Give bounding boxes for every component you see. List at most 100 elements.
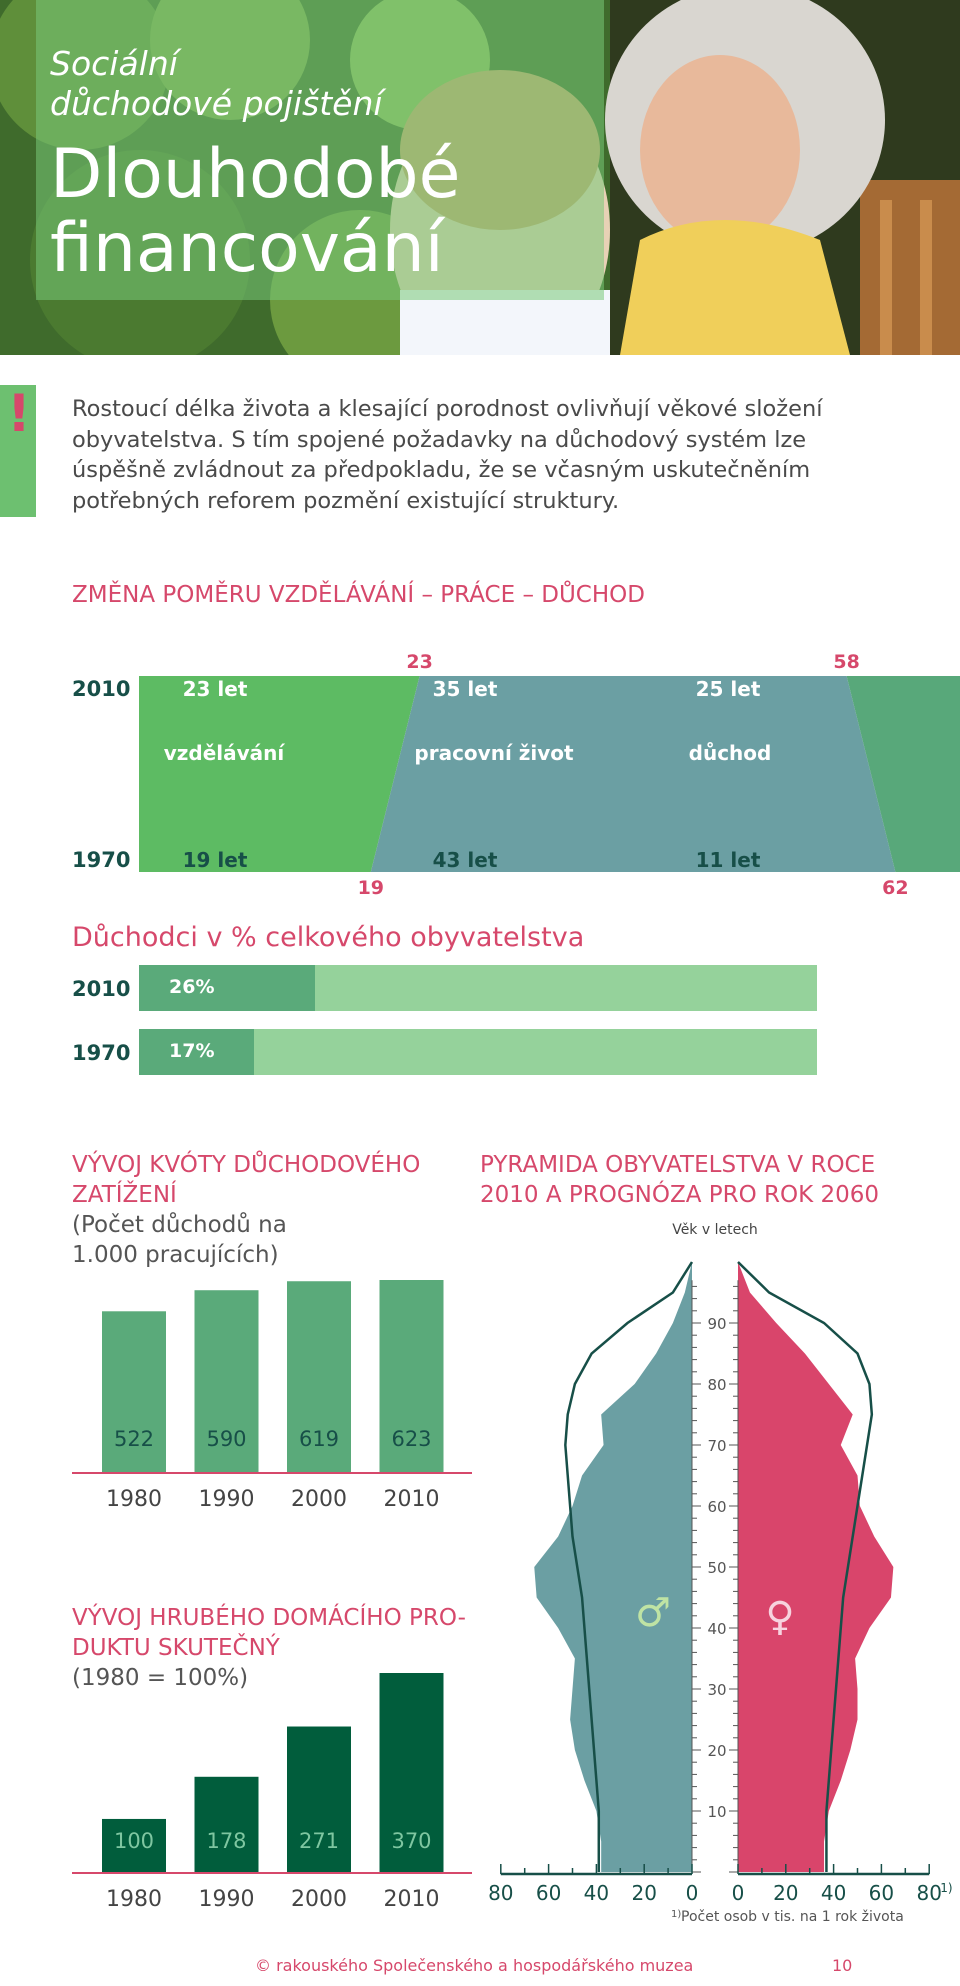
dependency-category: 1990 xyxy=(199,1487,255,1512)
point-label-1970-education: 19 xyxy=(358,877,384,899)
x-tick-label-right: 40 xyxy=(821,1881,846,1905)
dependency-subtitle-1: (Počet důchodů na xyxy=(72,1212,287,1238)
age-tick-label: 40 xyxy=(707,1620,726,1638)
x-tick-label-left: 80 xyxy=(488,1881,513,1905)
pensioners-year-1970: 1970 xyxy=(72,1041,131,1065)
age-tick-label: 30 xyxy=(707,1681,726,1699)
gdp-category: 1990 xyxy=(199,1887,255,1912)
dependency-title-2: ZATÍŽENÍ xyxy=(72,1182,177,1208)
dependency-category: 2000 xyxy=(291,1487,347,1512)
retirement-segment-label: důchod xyxy=(689,741,772,765)
title-line-2: financování xyxy=(50,209,444,288)
gdp-title-1: VÝVOJ HRUBÉHO DOMÁCÍHO PRO- xyxy=(72,1605,466,1631)
male-2010-area xyxy=(534,1262,692,1872)
age-tick-label: 10 xyxy=(707,1803,726,1821)
title-overlay xyxy=(36,0,604,300)
age-tick-label: 20 xyxy=(707,1742,726,1760)
dependency-chart: 522 1980 590 1990 619 2000 623 2010 xyxy=(72,1280,472,1512)
retirement-years-1970: 11 let xyxy=(696,848,761,872)
education-years-2010: 23 let xyxy=(183,677,248,701)
row-year-1970: 1970 xyxy=(72,848,130,872)
x-tick-label-right: 80 xyxy=(916,1881,941,1905)
pensioners-value: 26% xyxy=(169,976,215,998)
education-segment xyxy=(139,676,420,872)
x-tick-label-left: 60 xyxy=(536,1881,561,1905)
intro-accent-bar xyxy=(0,385,36,517)
pyramid-title-2: 2010 A PROGNÓZA PRO ROK 2060 xyxy=(480,1182,880,1208)
kicker-line-2: důchodové pojištění xyxy=(50,84,383,123)
header-kicker: Sociální důchodové pojištění xyxy=(50,44,570,124)
gdp-chart: 100 1980 178 1990 271 2000 370 2010 xyxy=(72,1673,472,1912)
age-tick-label: 70 xyxy=(707,1437,726,1455)
gdp-title-2: DUKTU SKUTEČNÝ xyxy=(72,1635,280,1661)
x-tick-label-right: 0 xyxy=(732,1881,745,1905)
dependency-value: 619 xyxy=(299,1427,339,1451)
point-label-2010-work: 58 xyxy=(833,651,859,673)
x-tick-label-left: 40 xyxy=(584,1881,609,1905)
age-tick-label: 60 xyxy=(707,1498,726,1516)
gdp-value: 271 xyxy=(299,1829,339,1853)
pensioners-chart: 2010 26% 1970 17% xyxy=(0,965,960,1085)
footnote-mark: 1) xyxy=(671,1909,681,1920)
gdp-bar xyxy=(102,1818,166,1873)
gdp-bar xyxy=(194,1776,259,1873)
age-tick-label: 80 xyxy=(707,1376,726,1394)
exclamation-icon: ! xyxy=(7,384,31,444)
pensioners-bar-fill xyxy=(139,965,315,1011)
pensioners-bar-fill xyxy=(139,1029,254,1075)
x-tick-label-left: 0 xyxy=(686,1881,699,1905)
gdp-category: 2010 xyxy=(384,1887,440,1912)
x-axis-footnote-mark: 1) xyxy=(940,1881,952,1895)
gdp-category: 1980 xyxy=(106,1887,162,1912)
education-segment-label: vzdělávání xyxy=(164,741,286,765)
male-symbol-icon: ♂ xyxy=(635,1590,671,1636)
work-years-2010: 35 let xyxy=(433,677,498,701)
male-2060-outline xyxy=(564,1261,694,1872)
x-tick-label-right: 60 xyxy=(869,1881,894,1905)
age-tick-label: 50 xyxy=(707,1559,726,1577)
dependency-category: 1980 xyxy=(106,1487,162,1512)
title-line-1: Dlouhodobé xyxy=(50,135,461,214)
female-symbol-icon: ♀ xyxy=(765,1594,794,1640)
pyramid-footnote: Počet osob v tis. na 1 rok života xyxy=(681,1909,904,1925)
retirement-years-2010: 25 let xyxy=(696,677,761,701)
work-segment-label: pracovní život xyxy=(414,741,574,765)
ratio-chart-title: ZMĚNA POMĚRU VZDĚLÁVÁNÍ – PRÁCE – DŮCHOD xyxy=(72,582,645,608)
age-tick-label: 90 xyxy=(707,1315,726,1333)
point-label-1970-work: 62 xyxy=(882,877,908,899)
intro-text: Rostoucí délka života a klesající porodn… xyxy=(72,396,823,514)
gdp-value: 100 xyxy=(114,1829,154,1853)
gdp-value: 370 xyxy=(391,1829,431,1853)
gdp-bar xyxy=(287,1726,351,1873)
dependency-subtitle-2: 1.000 pracujících) xyxy=(72,1242,279,1268)
education-years-1970: 19 let xyxy=(183,848,248,872)
retirement-segment xyxy=(846,676,960,872)
dependency-value: 623 xyxy=(391,1427,431,1451)
dependency-bar xyxy=(287,1281,351,1473)
x-tick-label-right: 20 xyxy=(773,1881,798,1905)
dependency-bar xyxy=(379,1280,444,1473)
row-year-2010: 2010 xyxy=(72,677,130,701)
gdp-bar xyxy=(379,1673,444,1873)
dependency-bar xyxy=(102,1311,166,1473)
pyramid-header: PYRAMIDA OBYVATELSTVA V ROCE 2010 A PROG… xyxy=(480,1150,940,1210)
dependency-header: VÝVOJ KVÓTY DŮCHODOVÉHO ZATÍŽENÍ (Počet … xyxy=(72,1150,472,1270)
pensioners-year-2010: 2010 xyxy=(72,977,131,1001)
dependency-value: 522 xyxy=(114,1427,154,1451)
work-segment xyxy=(370,676,896,872)
female-2010-area xyxy=(738,1262,894,1872)
kicker-line-1: Sociální xyxy=(50,44,178,83)
footer-copyright: © rakouského Společenského a hospodářské… xyxy=(255,1956,694,1975)
point-label-2010-education: 23 xyxy=(406,651,432,673)
pyramid-axis-title: Věk v letech xyxy=(672,1222,758,1238)
page-title: Dlouhodobé financování xyxy=(50,138,590,286)
pensioners-value: 17% xyxy=(169,1040,215,1062)
page-number: 10 xyxy=(832,1956,853,1975)
dependency-title-1: VÝVOJ KVÓTY DŮCHODOVÉHO xyxy=(72,1152,421,1178)
work-years-1970: 43 let xyxy=(433,848,498,872)
dependency-bar xyxy=(194,1290,259,1473)
x-tick-label-left: 20 xyxy=(631,1881,656,1905)
gdp-category: 2000 xyxy=(291,1887,347,1912)
